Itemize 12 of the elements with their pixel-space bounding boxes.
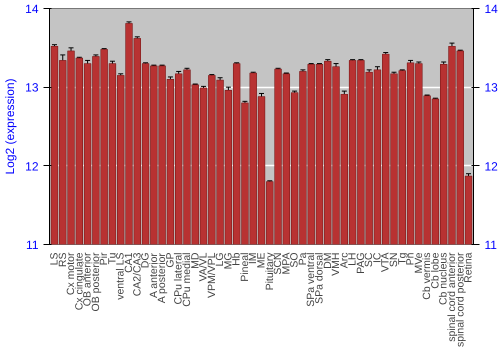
x-tick-label: OB posterior bbox=[90, 252, 102, 312]
y-tick-label: 11 bbox=[26, 238, 39, 252]
y-tick-label: 14 bbox=[25, 2, 39, 16]
y-tick-label: 13 bbox=[25, 80, 39, 95]
y2-tick-label: 14 bbox=[484, 2, 498, 16]
x-tick-label: Tg bbox=[396, 252, 408, 265]
y2-tick-label: 11 bbox=[484, 238, 498, 252]
x-tick-label: A posterior bbox=[156, 252, 168, 304]
y2-tick-label: 13 bbox=[484, 80, 498, 95]
y-axis-title: Log2 (expression) bbox=[3, 78, 18, 175]
y2-tick-label: 12 bbox=[484, 159, 498, 174]
y-tick-label: 12 bbox=[25, 159, 39, 174]
